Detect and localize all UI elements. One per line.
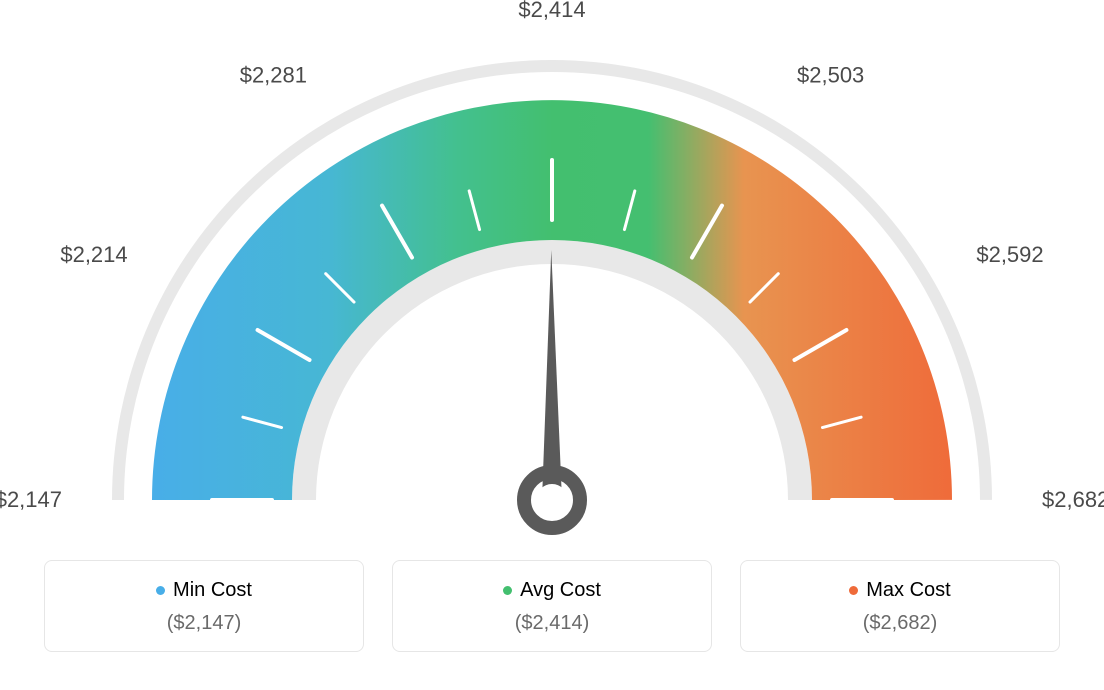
gauge-needle	[542, 250, 562, 500]
legend-min-label: Min Cost	[173, 579, 252, 602]
dot-icon	[156, 586, 165, 595]
legend-max-label: Max Cost	[866, 579, 950, 602]
tick-label: $2,592	[976, 242, 1043, 267]
tick-label: $2,414	[518, 0, 585, 22]
legend-max-value: ($2,682)	[751, 612, 1049, 635]
tick-label: $2,682	[1042, 487, 1104, 512]
dot-icon	[849, 586, 858, 595]
legend-min-box: Min Cost ($2,147)	[44, 560, 364, 652]
legend-avg-label: Avg Cost	[520, 579, 601, 602]
legend-avg-box: Avg Cost ($2,414)	[392, 560, 712, 652]
legend-row: Min Cost ($2,147) Avg Cost ($2,414) Max …	[0, 560, 1104, 652]
legend-min-title: Min Cost	[156, 579, 252, 602]
dot-icon	[503, 586, 512, 595]
tick-label: $2,281	[240, 63, 307, 88]
cost-gauge-chart: $2,147 $2,214 $2,281 $2,414 $2,503 $2,592 $2,6…	[0, 0, 1104, 690]
tick-label: $2,147	[0, 487, 62, 512]
tick-label: $2,503	[797, 63, 864, 88]
legend-avg-title: Avg Cost	[503, 579, 601, 602]
needle-hub-inner	[536, 484, 568, 516]
legend-avg-value: ($2,414)	[403, 612, 701, 635]
gauge-svg: $2,147 $2,214 $2,281 $2,414 $2,503 $2,592 $2,6…	[0, 0, 1104, 560]
gauge-area: $2,147 $2,214 $2,281 $2,414 $2,503 $2,592 $2,6…	[0, 0, 1104, 560]
tick-label: $2,214	[60, 242, 127, 267]
legend-max-box: Max Cost ($2,682)	[740, 560, 1060, 652]
legend-min-value: ($2,147)	[55, 612, 353, 635]
legend-max-title: Max Cost	[849, 579, 950, 602]
